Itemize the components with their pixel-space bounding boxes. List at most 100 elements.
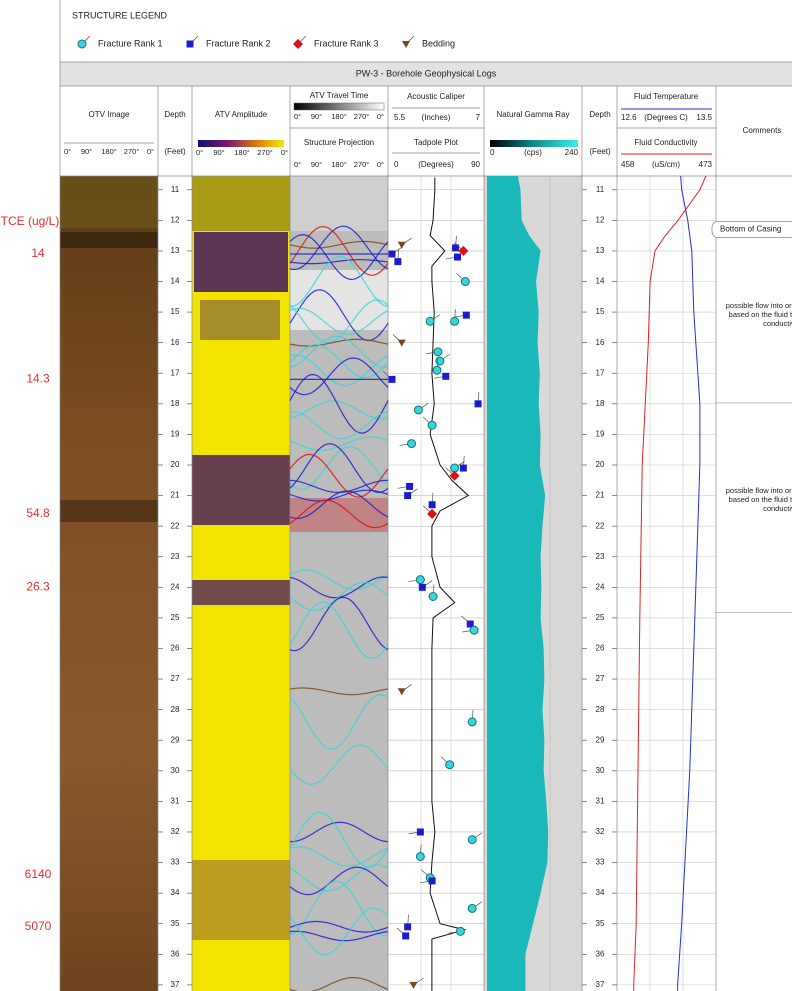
tadpole [429, 592, 437, 600]
amplitude-colorbar [198, 140, 284, 147]
header: Fluid Conductivity [634, 138, 697, 147]
otv-band [60, 232, 158, 248]
atv-patch [200, 300, 280, 340]
header: ATV Travel Time [310, 91, 369, 100]
depth-label: 29 [596, 735, 605, 744]
tadpole [460, 465, 467, 472]
depth-label: 12 [596, 215, 605, 224]
legend-title: STRUCTURE LEGEND [72, 10, 168, 20]
tadpole [452, 244, 459, 251]
scale-max: 7 [476, 113, 481, 122]
azimuth-tick: 0° [196, 148, 203, 157]
depth-label: 24 [596, 582, 605, 591]
legend-label: Fracture Rank 3 [314, 38, 379, 48]
depth-label: 36 [596, 949, 605, 958]
depth-label: 20 [596, 460, 605, 469]
tadpole [394, 258, 401, 265]
depth-label: 29 [171, 735, 180, 744]
scale-min: 0 [490, 148, 495, 157]
depth-label: 18 [171, 399, 180, 408]
header: Natural Gamma Ray [497, 110, 570, 119]
azimuth-tick: 0° [147, 147, 154, 156]
tce-value: 14 [31, 246, 45, 260]
tadpole [404, 492, 411, 499]
header: Depth [589, 110, 610, 119]
atv-patch [192, 176, 290, 231]
azimuth-tick: 270° [124, 147, 140, 156]
depth-label: 21 [596, 491, 605, 500]
tadpole [446, 761, 454, 769]
legend-label: Bedding [422, 38, 455, 48]
atv-patch [192, 860, 290, 940]
depth-label: 22 [596, 521, 605, 530]
depth-label: 15 [596, 307, 605, 316]
header: ATV Amplitude [215, 110, 268, 119]
tadpole [442, 373, 449, 380]
azimuth-tick: 180° [101, 147, 117, 156]
tadpole [408, 440, 416, 448]
legend-symbol [402, 41, 410, 48]
tadpole [406, 483, 413, 490]
azimuth-tick: 270° [354, 112, 370, 121]
azimuth-tick: 270° [354, 160, 370, 169]
azimuth-tick: 0° [294, 160, 301, 169]
atv-patch [194, 232, 288, 292]
header-unit: (Inches) [422, 113, 451, 122]
depth-label: 31 [171, 797, 180, 806]
borehole-log: STRUCTURE LEGEND PW-3 - Borehole Geophys… [0, 0, 792, 991]
tce-value: 14.3 [26, 372, 50, 386]
azimuth-tick: 90° [311, 160, 322, 169]
scale-max: 473 [699, 160, 713, 169]
depth-label: 30 [171, 766, 180, 775]
header: OTV Image [89, 110, 130, 119]
depth-label: 22 [171, 521, 180, 530]
header-unit: (Degrees) [418, 160, 454, 169]
tadpole [389, 250, 396, 257]
depth-label: 36 [171, 949, 180, 958]
depth-label: 13 [596, 246, 605, 255]
tadpole [398, 688, 406, 695]
depth-label: 34 [171, 888, 180, 897]
azimuth-tick: 0° [377, 160, 384, 169]
depth-label: 35 [596, 919, 605, 928]
scale-min: 5.5 [394, 113, 406, 122]
depth-label: 18 [596, 399, 605, 408]
depth-label: 14 [171, 277, 180, 286]
depth-label: 33 [596, 858, 605, 867]
depth-label: 17 [171, 368, 180, 377]
scale-max: 90 [471, 160, 480, 169]
azimuth-tick: 90° [81, 147, 92, 156]
header: Acoustic Caliper [407, 92, 465, 101]
header: Fluid Temperature [634, 92, 699, 101]
depth-label: 11 [596, 185, 605, 194]
tadpole [461, 278, 469, 286]
otv-image [60, 176, 158, 991]
depth-label: 37 [171, 980, 180, 989]
header: Tadpole Plot [414, 138, 459, 147]
tadpole [398, 340, 406, 347]
tadpole [456, 927, 464, 935]
comment-text: possible flow into or out of the borehol… [716, 301, 792, 328]
depth-label: 26 [596, 644, 605, 653]
legend-label: Fracture Rank 1 [98, 38, 163, 48]
depth-label: 32 [171, 827, 180, 836]
depth-label: 15 [171, 307, 180, 316]
depth-label: 28 [596, 705, 605, 714]
depth-label: 30 [596, 766, 605, 775]
header-unit: (cps) [524, 148, 542, 157]
depth-label: 27 [596, 674, 605, 683]
depth-label: 20 [171, 460, 180, 469]
depth-label: 21 [171, 491, 180, 500]
depth-label: 12 [171, 215, 180, 224]
scale-min: 0 [394, 160, 399, 169]
tadpole [470, 626, 478, 634]
tadpole [468, 718, 476, 726]
tadpole [419, 584, 426, 591]
tadpole [410, 982, 418, 989]
depth-label: 16 [596, 338, 605, 347]
tadpole [468, 904, 476, 912]
scale-min: 458 [621, 160, 635, 169]
azimuth-tick: 0° [377, 112, 384, 121]
tadpole [416, 852, 424, 860]
azimuth-tick: 90° [213, 148, 224, 157]
